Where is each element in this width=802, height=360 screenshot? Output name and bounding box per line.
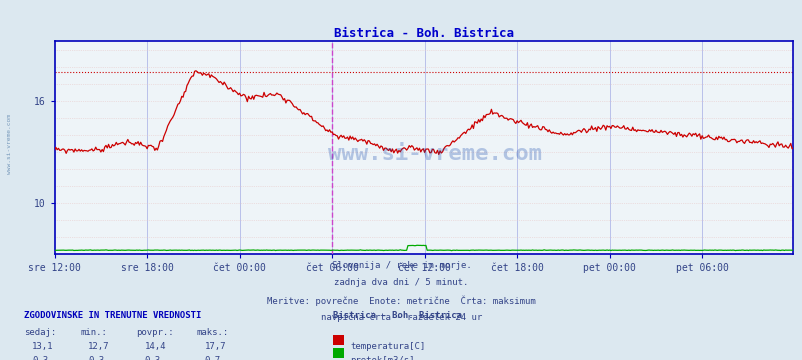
Text: 0,3: 0,3: [144, 356, 160, 360]
Text: povpr.:: povpr.:: [136, 328, 174, 337]
Text: ZGODOVINSKE IN TRENUTNE VREDNOSTI: ZGODOVINSKE IN TRENUTNE VREDNOSTI: [24, 311, 201, 320]
Text: pretok[m3/s]: pretok[m3/s]: [350, 356, 414, 360]
Text: 13,1: 13,1: [32, 342, 54, 351]
Text: 17,7: 17,7: [205, 342, 226, 351]
Text: 0,3: 0,3: [32, 356, 48, 360]
Text: navpična črta - razdelek 24 ur: navpična črta - razdelek 24 ur: [321, 313, 481, 322]
Text: Meritve: povrečne  Enote: metrične  Črta: maksimum: Meritve: povrečne Enote: metrične Črta: …: [267, 296, 535, 306]
Text: www.si-vreme.com: www.si-vreme.com: [327, 144, 541, 164]
Text: www.si-vreme.com: www.si-vreme.com: [7, 114, 12, 174]
Text: sedaj:: sedaj:: [24, 328, 56, 337]
Text: 0,3: 0,3: [88, 356, 104, 360]
Text: 14,4: 14,4: [144, 342, 166, 351]
Text: zadnja dva dni / 5 minut.: zadnja dva dni / 5 minut.: [334, 278, 468, 287]
Text: min.:: min.:: [80, 328, 107, 337]
Text: 0,7: 0,7: [205, 356, 221, 360]
Text: Bistrica - Boh. Bistrica: Bistrica - Boh. Bistrica: [333, 311, 462, 320]
Text: maks.:: maks.:: [196, 328, 229, 337]
Title: Bistrica - Boh. Bistrica: Bistrica - Boh. Bistrica: [334, 27, 513, 40]
Text: Slovenija / reke in morje.: Slovenija / reke in morje.: [331, 261, 471, 270]
Text: 12,7: 12,7: [88, 342, 110, 351]
Text: temperatura[C]: temperatura[C]: [350, 342, 425, 351]
